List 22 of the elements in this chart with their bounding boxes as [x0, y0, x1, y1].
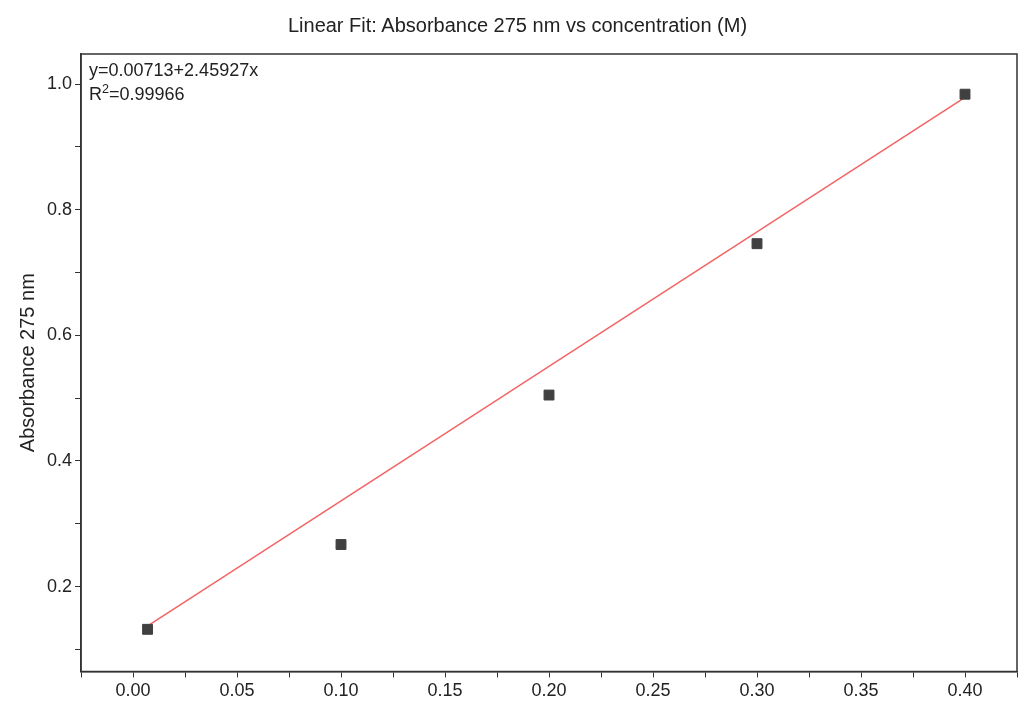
point [959, 88, 971, 100]
x-tick-label: 0.35 [843, 680, 879, 701]
y-tick-label: 0.6 [46, 324, 73, 345]
x-tick-label: 0.15 [427, 680, 463, 701]
x-tick-label: 0.30 [739, 680, 775, 701]
x-tick-label: 0.10 [323, 680, 359, 701]
x-tick-label: 0.20 [531, 680, 567, 701]
x-tick-label: 0.00 [115, 680, 151, 701]
point [142, 623, 154, 635]
y-axis-title: Absorbance 275 nm [15, 273, 38, 453]
x-tick-label: 0.40 [947, 680, 983, 701]
point [543, 389, 555, 401]
annotation: y=0.00713+2.45927x [89, 60, 259, 80]
x-tick-label: 0.05 [219, 680, 255, 701]
y-tick-label: 0.8 [46, 198, 73, 219]
x-tick-label: 0.25 [635, 680, 671, 701]
point [751, 238, 763, 250]
y-tick-label: 0.2 [46, 575, 73, 596]
y-tick-label: 0.4 [46, 449, 73, 470]
y-tick-label: 1.0 [46, 73, 73, 94]
chart-title: Linear Fit: Absorbance 275 nm vs concentration (M) [287, 13, 748, 36]
point [335, 539, 347, 550]
